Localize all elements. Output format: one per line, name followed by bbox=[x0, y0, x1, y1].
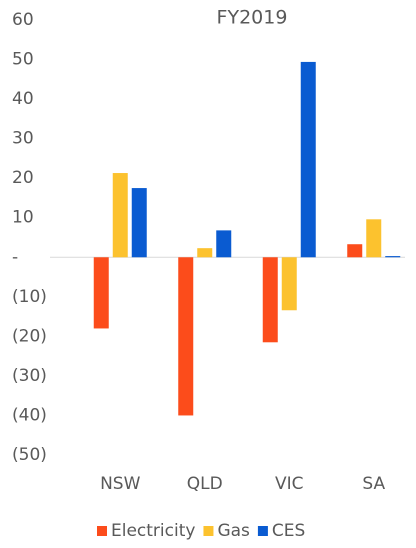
y-tick-label: (20) bbox=[12, 326, 47, 346]
x-tick-label: NSW bbox=[100, 474, 141, 494]
y-tick-label: 30 bbox=[12, 129, 34, 149]
y-tick-label: 60 bbox=[12, 10, 34, 30]
y-tick-label: - bbox=[12, 247, 18, 267]
legend-swatch bbox=[203, 526, 214, 536]
bar bbox=[262, 257, 278, 343]
bar bbox=[93, 257, 109, 329]
legend-swatch bbox=[97, 526, 107, 536]
bar bbox=[281, 257, 297, 311]
bar bbox=[385, 256, 401, 258]
y-tick-label: (30) bbox=[12, 366, 47, 386]
legend-label: CES bbox=[272, 521, 305, 541]
y-tick-label: (50) bbox=[12, 445, 47, 465]
x-tick-label: VIC bbox=[275, 474, 304, 494]
bar bbox=[300, 61, 316, 258]
y-tick-label: 50 bbox=[12, 50, 34, 70]
x-tick-label: QLD bbox=[187, 474, 223, 494]
bar bbox=[216, 230, 232, 258]
bar bbox=[197, 248, 213, 258]
legend-swatch bbox=[257, 526, 268, 536]
y-tick-label: (40) bbox=[12, 405, 47, 425]
x-tick-label: SA bbox=[362, 474, 385, 494]
y-tick-label: 40 bbox=[12, 89, 34, 109]
bar bbox=[178, 257, 194, 416]
chart-title: FY2019 bbox=[217, 7, 288, 29]
bar bbox=[131, 188, 147, 258]
bar bbox=[112, 173, 128, 258]
y-tick-label: 20 bbox=[12, 168, 34, 188]
legend-label: Gas bbox=[217, 521, 250, 541]
y-tick-label: 10 bbox=[12, 208, 34, 228]
legend-label: Electricity bbox=[111, 521, 195, 541]
y-tick-label: (10) bbox=[12, 287, 47, 307]
bar bbox=[366, 219, 382, 258]
bar bbox=[347, 244, 363, 258]
